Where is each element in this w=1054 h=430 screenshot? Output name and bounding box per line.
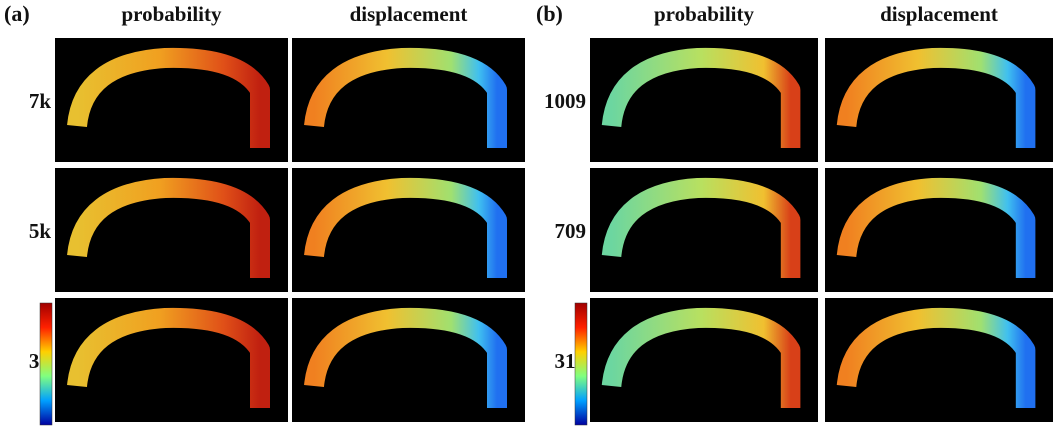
tract-map <box>836 47 1036 148</box>
image-panel <box>825 168 1053 292</box>
tract-map <box>304 177 507 278</box>
colorbar <box>574 302 588 426</box>
tract-map <box>304 47 507 148</box>
image-panel <box>590 298 818 422</box>
image-panel <box>590 38 818 162</box>
image-panel <box>55 298 288 422</box>
tract-map <box>836 177 1036 278</box>
column-header: probability <box>654 2 754 26</box>
column-header: probability <box>122 2 222 26</box>
tract-map <box>836 307 1036 408</box>
tract-map <box>67 177 270 278</box>
image-panel <box>590 168 818 292</box>
column-header: displacement <box>880 2 998 26</box>
tract-map <box>601 307 801 408</box>
row-label: 709 <box>555 219 587 243</box>
image-panel <box>292 168 525 292</box>
image-panel <box>292 298 525 422</box>
tract-map <box>67 307 270 408</box>
row-label: 5k <box>29 219 52 243</box>
column-header: displacement <box>350 2 468 26</box>
tract-map <box>601 47 801 148</box>
image-panel <box>55 168 288 292</box>
tract-map <box>67 47 270 148</box>
tract-map <box>304 307 507 408</box>
panel-label: (b) <box>536 1 563 26</box>
image-panel <box>55 38 288 162</box>
image-panel <box>292 38 525 162</box>
image-panel <box>825 38 1053 162</box>
row-label: 7k <box>29 89 52 113</box>
tract-map <box>601 177 801 278</box>
panel-label: (a) <box>4 1 30 26</box>
row-label: 1009 <box>544 89 586 113</box>
image-panel <box>825 298 1053 422</box>
colorbar <box>39 302 53 426</box>
